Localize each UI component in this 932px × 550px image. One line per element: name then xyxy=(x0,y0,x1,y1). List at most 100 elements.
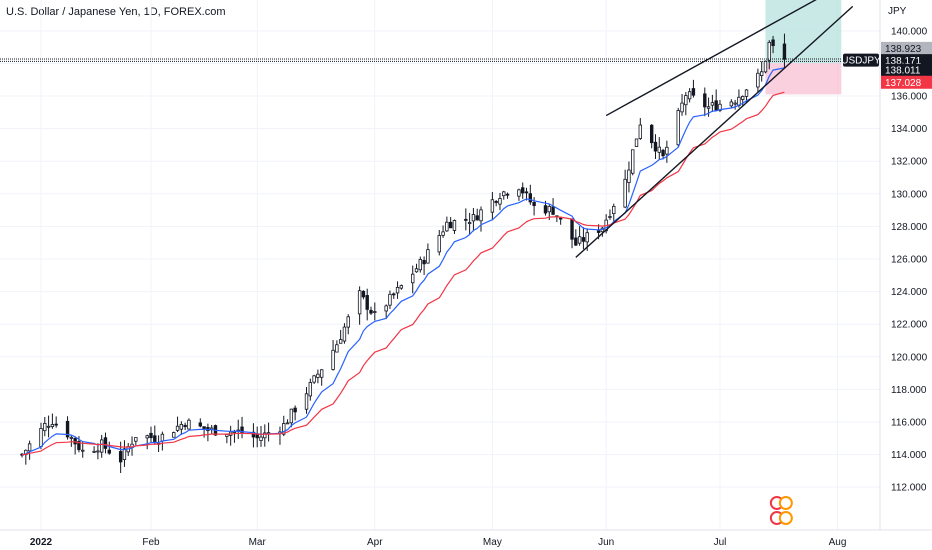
candle-body xyxy=(494,201,498,203)
y-tick-label: 114.000 xyxy=(891,450,927,461)
candle-body xyxy=(395,286,400,294)
candle-body xyxy=(160,433,165,442)
candle-body xyxy=(312,375,316,383)
candle-body xyxy=(634,138,639,147)
channel-upper-line xyxy=(605,0,817,117)
candle-body xyxy=(414,268,419,273)
candle-body xyxy=(50,424,55,428)
candle-body xyxy=(357,290,362,315)
candle-body xyxy=(532,201,536,207)
candle-body xyxy=(631,149,635,174)
target-price-tag: 138.923 xyxy=(885,44,922,55)
candle-body xyxy=(225,434,229,437)
time-axis[interactable]: 2022FebMarAprMayJunJulAugSe xyxy=(0,529,932,548)
candle-body xyxy=(77,441,81,451)
candle-body xyxy=(467,222,472,225)
candle-body xyxy=(308,382,313,397)
symbol-tag: USDJPY xyxy=(841,56,881,67)
candle-body xyxy=(342,326,347,342)
candle-body xyxy=(657,146,661,153)
stop-zone xyxy=(765,63,842,95)
candle-body xyxy=(304,393,309,410)
event-flags[interactable] xyxy=(769,496,793,525)
ema-fast-line xyxy=(21,67,785,456)
candle-body xyxy=(365,295,369,310)
channel-lower-line xyxy=(575,5,854,258)
candle-body xyxy=(661,149,665,157)
candle-body xyxy=(445,221,449,232)
candle-body xyxy=(570,218,574,240)
x-tick-label: Apr xyxy=(367,537,383,548)
candle-body xyxy=(187,419,191,430)
candle-body xyxy=(202,426,206,430)
candle-body xyxy=(293,407,297,413)
candle-body xyxy=(767,41,771,61)
candle-body xyxy=(81,449,85,452)
candle-body xyxy=(706,106,711,109)
event-flag-icon xyxy=(778,496,793,510)
y-tick-label: 116.000 xyxy=(891,417,927,428)
candle-body xyxy=(649,124,654,144)
candle-body xyxy=(676,110,680,146)
y-tick-label: 132.000 xyxy=(891,157,928,168)
price-tags: 138.923138.17114:44:35138.011137.028USDJ… xyxy=(841,41,932,89)
candle-body xyxy=(149,432,153,439)
candle-body xyxy=(517,189,521,197)
candle-body xyxy=(733,102,737,105)
chart-title: U.S. Dollar / Japanese Yen, 1D, FOREX.co… xyxy=(6,6,226,18)
candle-body xyxy=(479,209,483,222)
trend-channel[interactable] xyxy=(0,0,880,258)
candle-body xyxy=(369,309,373,314)
y-tick-label: 120.000 xyxy=(891,352,928,363)
candle-body xyxy=(691,88,696,96)
candle-body xyxy=(331,349,335,370)
candle-body xyxy=(338,339,343,344)
candle-body xyxy=(153,435,157,443)
candles xyxy=(20,33,787,473)
y-tick-label: 128.000 xyxy=(891,222,928,233)
candle-body xyxy=(263,432,267,439)
candle-body xyxy=(547,206,551,213)
y-tick-label: 140.000 xyxy=(891,26,928,37)
candle-body xyxy=(399,285,404,289)
event-flag-icon xyxy=(778,511,793,525)
candle-body xyxy=(107,449,111,454)
candle-body xyxy=(490,199,495,213)
candle-body xyxy=(703,93,707,108)
candle-body xyxy=(498,198,502,205)
candle-body xyxy=(653,141,658,152)
y-tick-label: 112.000 xyxy=(891,483,927,494)
candle-body xyxy=(771,39,775,47)
candle-body xyxy=(346,316,350,328)
candle-body xyxy=(714,100,718,111)
x-tick-label: Jul xyxy=(714,537,727,548)
candle-body xyxy=(759,71,764,76)
moving-averages xyxy=(21,67,785,456)
candle-body xyxy=(744,89,749,97)
candle-body xyxy=(441,231,445,236)
candle-body xyxy=(175,425,180,431)
x-tick-label: Jun xyxy=(598,537,614,548)
candle-body xyxy=(782,43,787,60)
candle-body xyxy=(198,422,203,427)
candle-body xyxy=(426,249,430,264)
candle-body xyxy=(471,214,476,222)
candle-body xyxy=(524,191,529,194)
candle-body xyxy=(680,102,684,113)
candle-body xyxy=(505,193,510,196)
last-price-tag: 138.171 xyxy=(885,56,922,67)
stop-price-tag: 137.028 xyxy=(885,78,922,89)
candle-body xyxy=(96,450,100,453)
candle-body xyxy=(46,425,51,428)
position-tool[interactable] xyxy=(765,0,842,95)
candle-body xyxy=(39,428,43,448)
candle-body xyxy=(240,426,244,434)
candle-body xyxy=(183,424,187,428)
candle-body xyxy=(411,273,415,284)
candle-body xyxy=(729,101,734,107)
candle-body xyxy=(418,259,423,271)
candle-body xyxy=(448,221,453,229)
entry-price-tag-bg xyxy=(881,63,932,77)
candle-body xyxy=(665,146,669,155)
